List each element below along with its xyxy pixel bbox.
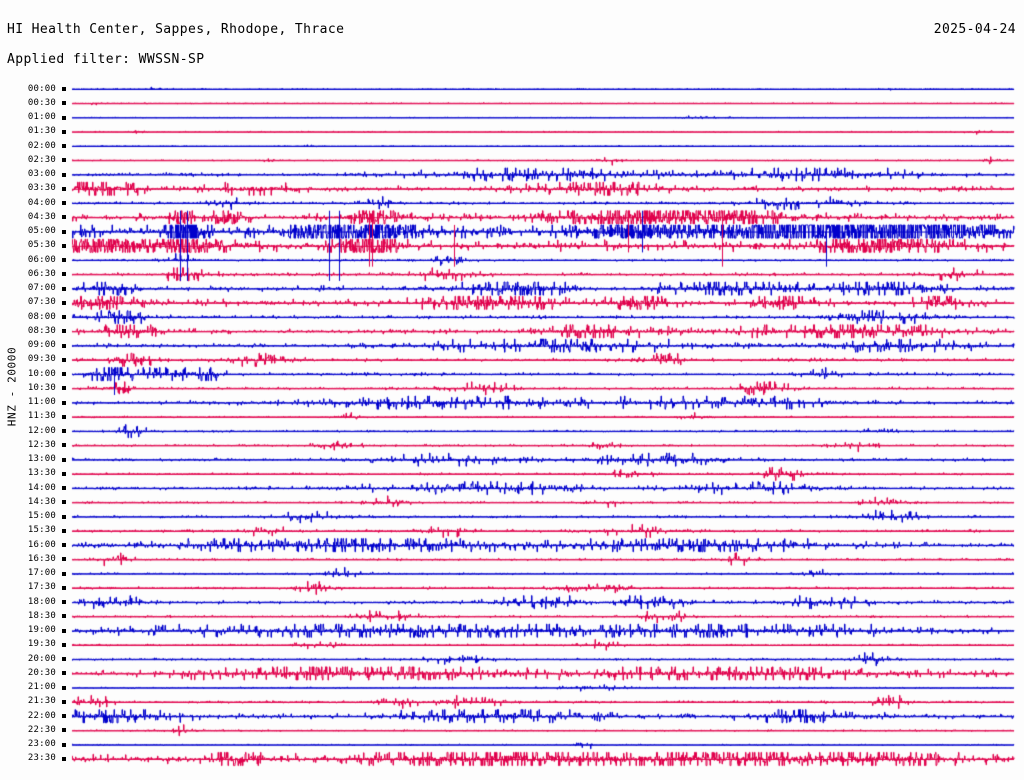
seismogram-canvas bbox=[0, 0, 1024, 780]
helicorder-page: HI Health Center, Sappes, Rhodope, Thrac… bbox=[0, 0, 1024, 780]
